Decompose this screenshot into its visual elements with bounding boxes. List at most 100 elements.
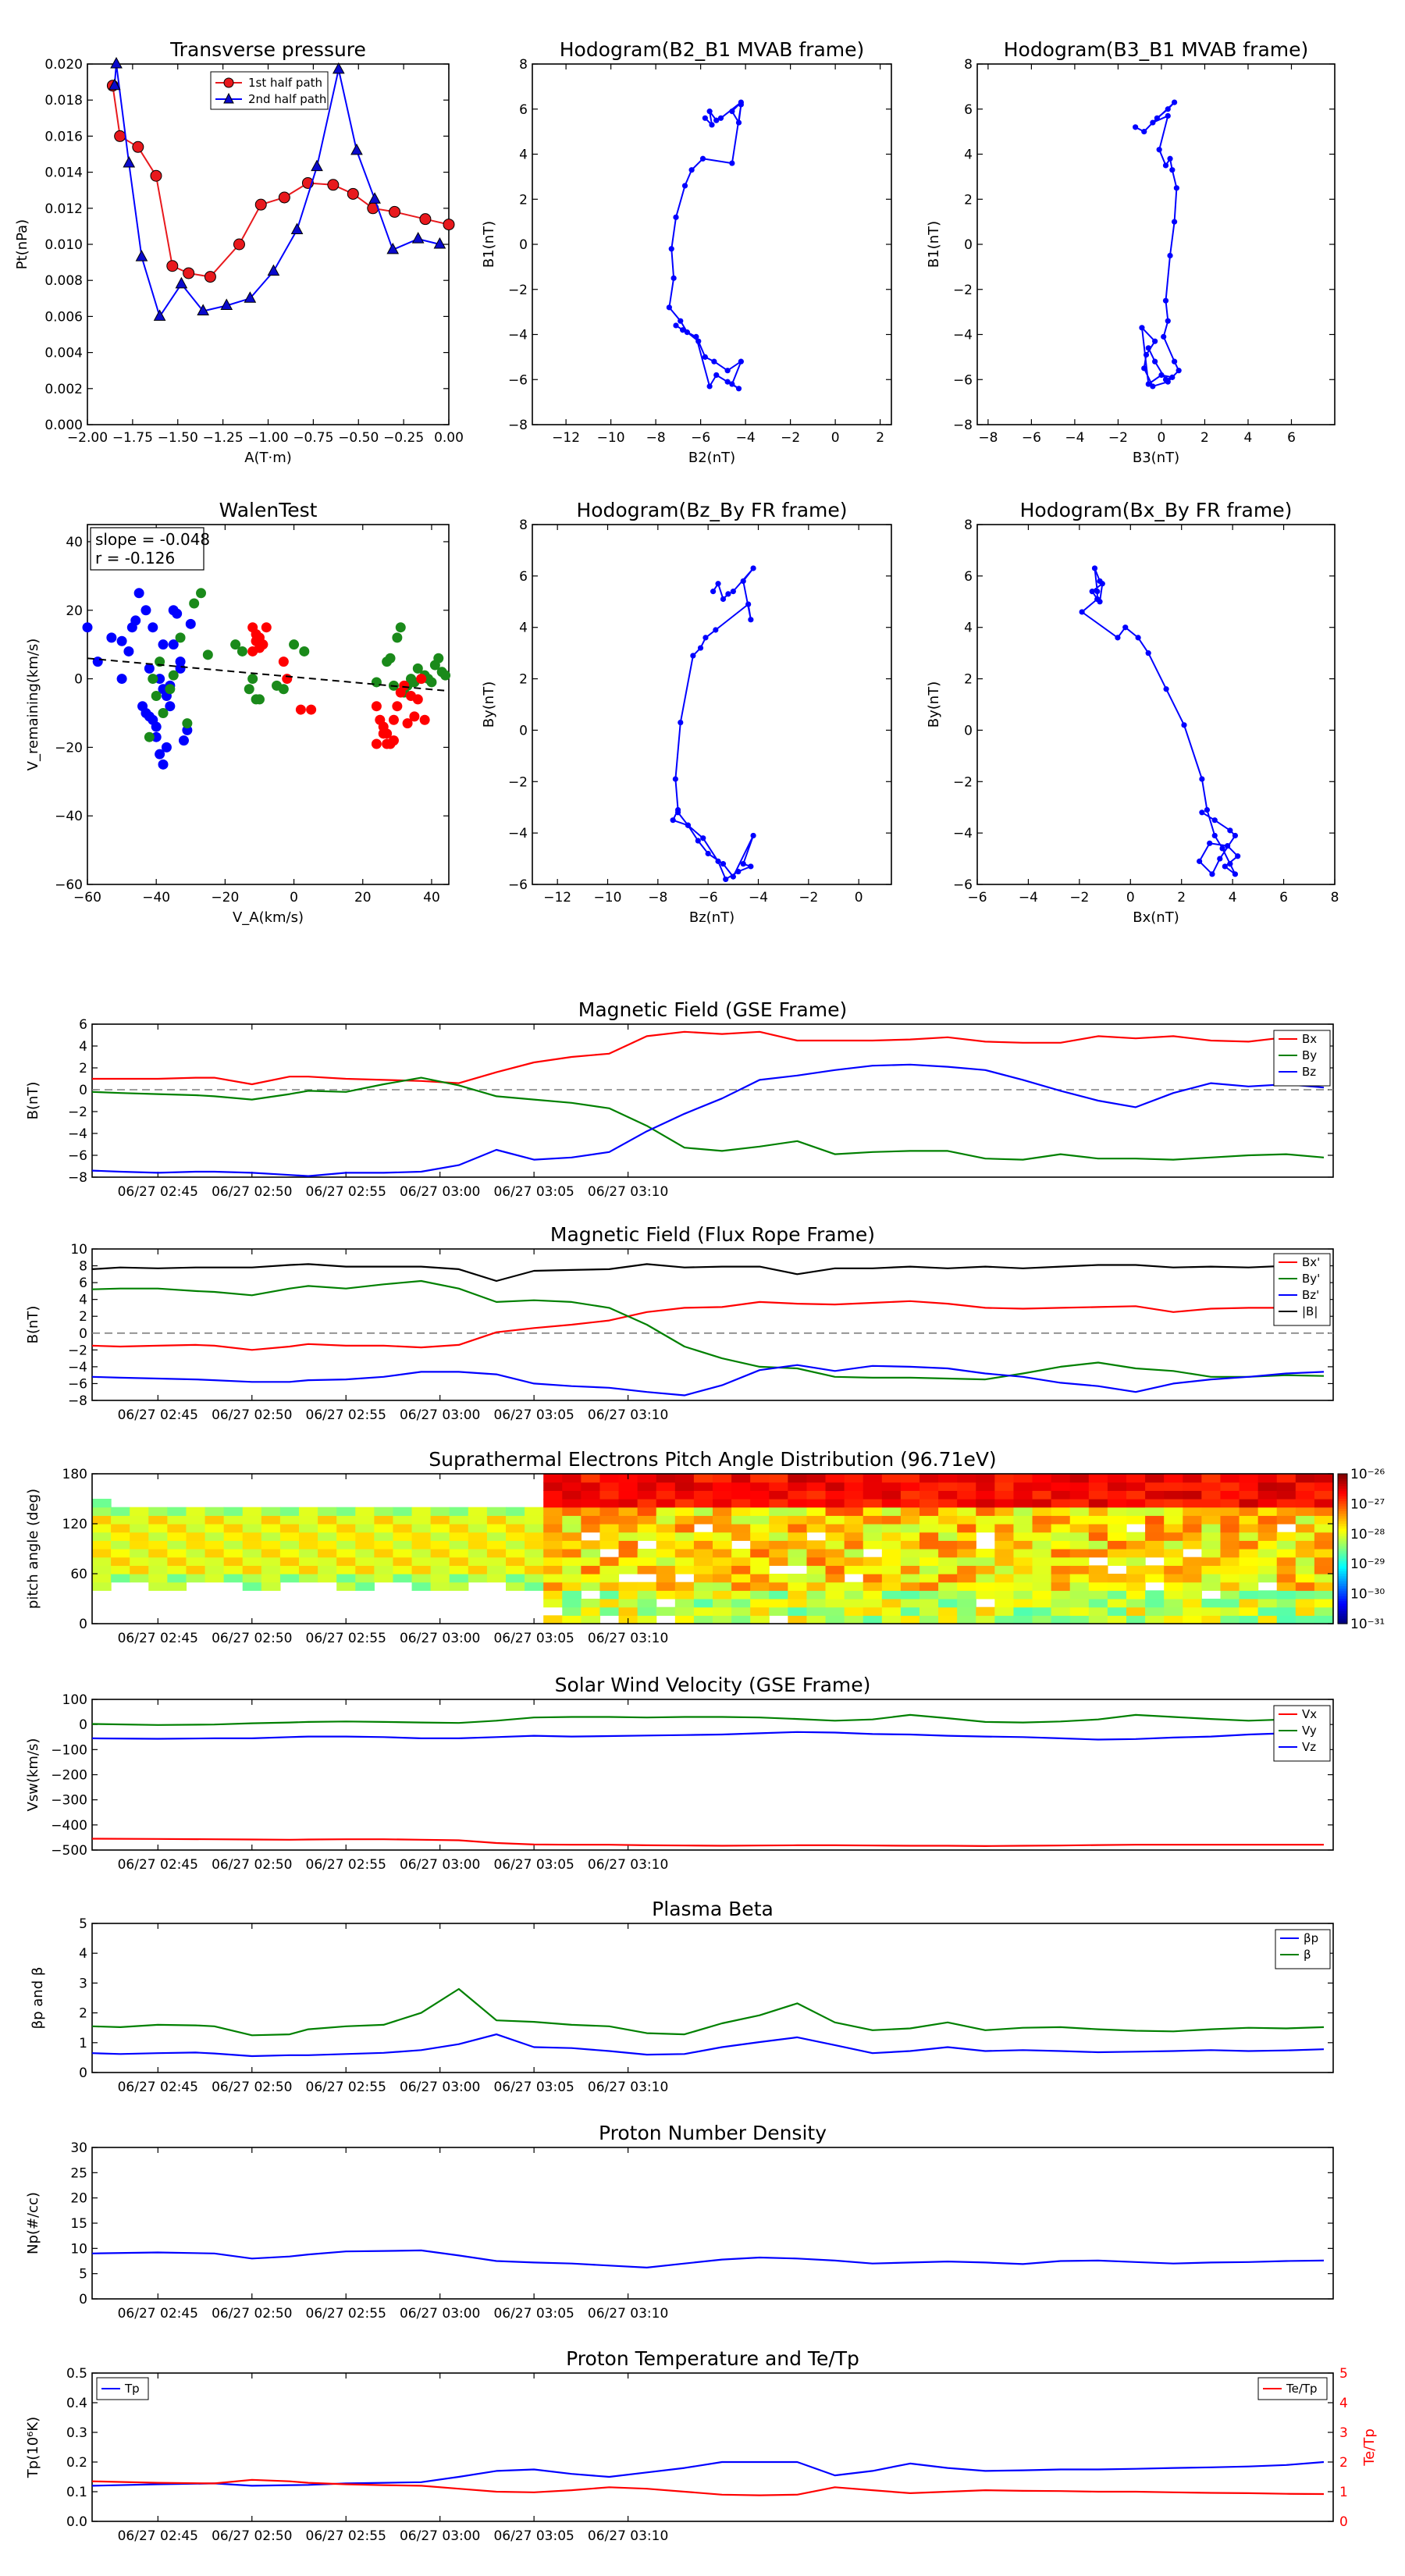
heatmap-cell	[938, 1499, 958, 1508]
heatmap-cell	[299, 1549, 318, 1558]
heatmap-cell	[1088, 1565, 1108, 1574]
heatmap-cell	[599, 1557, 620, 1566]
heatmap-cell	[468, 1557, 488, 1566]
heatmap-cell	[543, 1574, 563, 1583]
heatmap-cell	[336, 1515, 356, 1525]
data-point	[1162, 376, 1169, 382]
heatmap-cell	[543, 1499, 563, 1508]
heatmap-cell	[1069, 1574, 1090, 1583]
heatmap-cell	[900, 1540, 920, 1550]
heatmap-cell	[1013, 1582, 1033, 1591]
heatmap-cell	[223, 1549, 244, 1558]
heatmap-cell	[1239, 1590, 1259, 1599]
heatmap-cell	[1032, 1574, 1052, 1583]
data-point	[1197, 858, 1203, 864]
heatmap-cell	[205, 1565, 225, 1574]
heatmap-cell	[1295, 1565, 1315, 1574]
heatmap-cell	[506, 1549, 525, 1558]
data-point	[725, 591, 731, 597]
x-tick-label: 06/27 03:10	[588, 1631, 668, 1646]
heatmap-cell	[186, 1507, 206, 1516]
colorbar-segment	[1338, 1528, 1347, 1532]
heatmap-cell	[581, 1615, 601, 1624]
y-tick-label: −2	[953, 283, 973, 298]
x-tick-label: 06/27 02:55	[306, 1184, 386, 1200]
series-1-marker	[278, 191, 290, 204]
heatmap-cell	[1013, 1599, 1033, 1608]
scatter-point	[158, 707, 169, 718]
heatmap-cell	[543, 1590, 563, 1599]
heatmap-cell	[1126, 1590, 1146, 1599]
heatmap-cell	[599, 1606, 620, 1616]
heatmap-cell	[1013, 1606, 1033, 1616]
heatmap-cell	[1126, 1540, 1146, 1550]
series-line	[91, 1731, 1325, 1741]
y-tick-label: 3	[79, 1976, 87, 1991]
x-tick-label: 4	[1229, 890, 1237, 906]
heatmap-cell	[844, 1507, 864, 1516]
heatmap-cell	[261, 1515, 281, 1525]
heatmap-cell	[713, 1590, 732, 1599]
x-tick-label: 06/27 02:50	[212, 2306, 292, 2322]
y-tick-label: −8	[953, 418, 973, 433]
x-tick-label: 4	[1244, 430, 1253, 446]
x-axis-label: B3(nT)	[1133, 450, 1179, 466]
x-axis-label: Bx(nT)	[1133, 909, 1179, 926]
heatmap-cell	[1032, 1565, 1052, 1574]
y-tick-label: −6	[508, 877, 528, 893]
heatmap-cell	[976, 1557, 995, 1566]
x-tick-label: 06/27 03:05	[493, 1407, 574, 1423]
heatmap-cell	[318, 1565, 337, 1574]
colorbar-segment	[1338, 1493, 1347, 1497]
heatmap-cell	[279, 1532, 300, 1541]
heatmap-cell	[618, 1606, 638, 1616]
plot-frame	[91, 1473, 1334, 1624]
scatter-point	[371, 738, 382, 749]
heatmap-cell	[637, 1599, 657, 1608]
y-tick-label: 4	[519, 621, 528, 636]
y-tick-label: −400	[51, 1818, 87, 1834]
heatmap-cell	[750, 1615, 770, 1624]
heatmap-cell	[186, 1574, 206, 1583]
heatmap-cell	[393, 1515, 413, 1525]
heatmap-cell	[1295, 1574, 1315, 1583]
x-tick-label: 2	[1200, 430, 1209, 446]
heatmap-cell	[581, 1499, 601, 1508]
heatmap-cell	[957, 1557, 976, 1566]
data-point	[1091, 565, 1098, 571]
heatmap-cell	[1183, 1557, 1202, 1566]
heatmap-cell	[1126, 1557, 1146, 1566]
heatmap-cell	[1276, 1507, 1297, 1516]
heatmap-cell	[1032, 1524, 1052, 1533]
heatmap-cell	[637, 1590, 657, 1599]
heatmap-cell	[900, 1507, 920, 1516]
heatmap-cell	[994, 1565, 1015, 1574]
y-tick-label: 6	[519, 102, 528, 118]
heatmap-cell	[186, 1540, 206, 1550]
data-point	[738, 358, 744, 365]
heatmap-cell	[750, 1565, 770, 1574]
heatmap-cell	[242, 1582, 262, 1591]
heatmap-cell	[449, 1582, 469, 1591]
scatter-point	[392, 701, 403, 712]
heatmap-cell	[957, 1606, 976, 1616]
chart-title: Proton Number Density	[599, 2122, 827, 2144]
y-tick-label: 4	[519, 148, 528, 163]
heatmap-cell	[825, 1499, 845, 1508]
x-tick-label: 20	[354, 890, 372, 906]
y-tick-label: 4	[79, 1946, 87, 1962]
y-tick-label: −6	[68, 1148, 87, 1164]
heatmap-cell	[1013, 1474, 1033, 1483]
heatmap-cell	[1276, 1557, 1297, 1566]
data-point	[1150, 119, 1156, 126]
heatmap-cell	[186, 1532, 206, 1541]
heatmap-cell	[336, 1507, 356, 1516]
heatmap-cell	[957, 1590, 976, 1599]
heatmap-cell	[242, 1507, 262, 1516]
heatmap-cell	[919, 1474, 939, 1483]
series-2-marker	[332, 62, 345, 74]
heatmap-cell	[525, 1515, 544, 1525]
data-point	[1165, 106, 1171, 112]
heatmap-cell	[543, 1557, 563, 1566]
annotation-box	[90, 527, 205, 571]
